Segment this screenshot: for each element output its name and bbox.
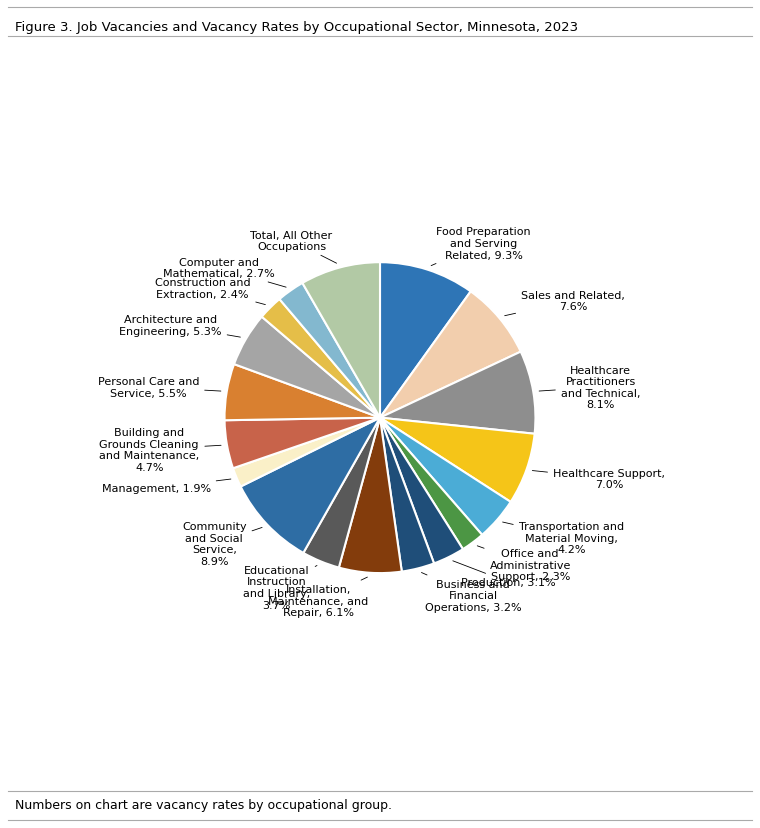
Wedge shape [224,364,380,421]
Wedge shape [380,418,463,564]
Text: Food Preparation
and Serving
Related, 9.3%: Food Preparation and Serving Related, 9.… [431,227,530,267]
Text: Building and
Grounds Cleaning
and Maintenance,
4.7%: Building and Grounds Cleaning and Mainte… [99,427,221,472]
Text: Personal Care and
Service, 5.5%: Personal Care and Service, 5.5% [97,377,221,398]
Wedge shape [380,418,534,503]
Wedge shape [380,418,511,535]
Text: Community
and Social
Service,
8.9%: Community and Social Service, 8.9% [182,522,262,566]
Wedge shape [233,418,380,487]
Text: Transportation and
Material Moving,
4.2%: Transportation and Material Moving, 4.2% [502,522,624,555]
Text: Educational
Instruction
and Library,
3.7%: Educational Instruction and Library, 3.7… [242,565,317,610]
Text: Healthcare
Practitioners
and Technical,
8.1%: Healthcare Practitioners and Technical, … [539,365,641,410]
Wedge shape [339,418,402,574]
Wedge shape [380,352,536,434]
Wedge shape [380,292,521,418]
Text: Sales and Related,
7.6%: Sales and Related, 7.6% [505,291,625,316]
Wedge shape [280,283,380,418]
Text: Architecture and
Engineering, 5.3%: Architecture and Engineering, 5.3% [119,315,240,338]
Text: Management, 1.9%: Management, 1.9% [102,479,231,493]
Text: Figure 3. Job Vacancies and Vacancy Rates by Occupational Sector, Minnesota, 202: Figure 3. Job Vacancies and Vacancy Rate… [15,21,578,34]
Text: Numbers on chart are vacancy rates by occupational group.: Numbers on chart are vacancy rates by oc… [15,798,392,811]
Text: Installation,
Maintenance, and
Repair, 6.1%: Installation, Maintenance, and Repair, 6… [268,577,369,618]
Wedge shape [303,418,380,568]
Text: Healthcare Support,
7.0%: Healthcare Support, 7.0% [532,468,665,489]
Text: Production, 3.1%: Production, 3.1% [453,561,556,587]
Wedge shape [380,418,434,572]
Wedge shape [234,317,380,418]
Wedge shape [224,418,380,469]
Wedge shape [241,418,380,553]
Text: Computer and
Mathematical, 2.7%: Computer and Mathematical, 2.7% [163,258,286,288]
Text: Office and
Administrative
Support, 2.3%: Office and Administrative Support, 2.3% [477,546,571,582]
Text: Total, All Other
Occupations: Total, All Other Occupations [251,230,337,264]
Wedge shape [380,418,482,550]
Wedge shape [380,262,470,418]
Text: Business and
Financial
Operations, 3.2%: Business and Financial Operations, 3.2% [422,573,521,613]
Text: Construction and
Extraction, 2.4%: Construction and Extraction, 2.4% [155,277,265,306]
Wedge shape [261,300,380,418]
Wedge shape [302,262,380,418]
